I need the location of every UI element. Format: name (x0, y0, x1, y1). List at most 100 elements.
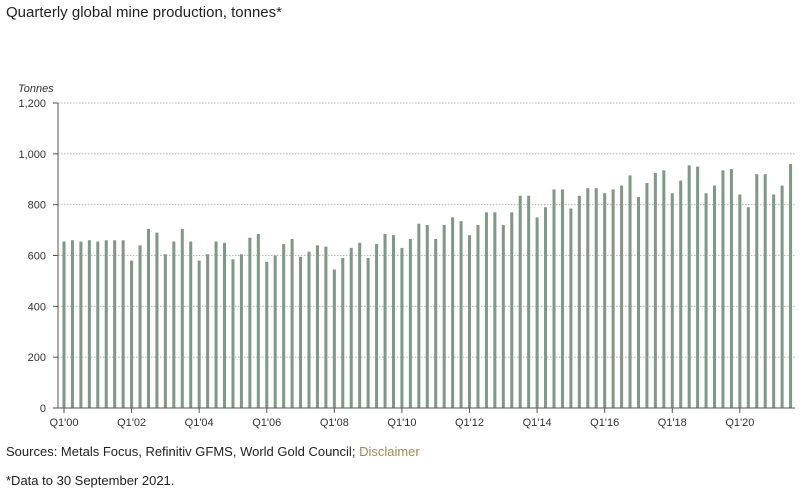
bar (408, 238, 412, 408)
x-tick-label: Q1'06 (252, 417, 281, 429)
bar (729, 169, 733, 408)
disclaimer-link[interactable]: Disclaimer (359, 444, 420, 459)
x-tick-label: Q1'12 (455, 417, 484, 429)
x-tick-label: Q1'00 (49, 417, 78, 429)
bar (628, 175, 632, 408)
bar (214, 241, 218, 408)
sources-line: Sources: Metals Focus, Refinitiv GFMS, W… (6, 444, 420, 459)
bar (104, 240, 108, 408)
bar (391, 235, 396, 408)
bar (248, 237, 252, 408)
x-tick-label: Q1'02 (117, 417, 146, 429)
bar (96, 241, 100, 408)
chart-title: Quarterly global mine production, tonnes… (6, 4, 282, 21)
bar (476, 225, 480, 408)
y-tick-label: 200 (28, 352, 46, 364)
bar (189, 241, 193, 408)
bar (400, 247, 404, 408)
bar (687, 165, 691, 408)
bar (712, 185, 717, 408)
bar (493, 212, 497, 408)
bar (383, 233, 387, 408)
bar (290, 238, 294, 408)
bar (206, 254, 210, 408)
bar (789, 164, 793, 408)
bar (544, 207, 548, 408)
bar (569, 208, 573, 408)
bar (146, 228, 151, 408)
bar (501, 225, 505, 408)
y-tick-label: 800 (28, 200, 46, 212)
bar (163, 254, 167, 408)
bar (282, 244, 286, 408)
bar (527, 195, 531, 408)
bar (696, 166, 700, 408)
bar (594, 188, 598, 408)
bar (459, 221, 463, 408)
bar (679, 180, 683, 408)
bar (704, 193, 708, 408)
y-tick-label: 400 (28, 301, 46, 313)
bar (636, 197, 641, 408)
x-tick-label: Q1'16 (590, 417, 619, 429)
bar (273, 255, 277, 408)
bar (155, 232, 159, 408)
y-tick-label: 600 (28, 251, 46, 263)
bar (299, 256, 303, 408)
bar (510, 212, 514, 408)
bar (417, 223, 421, 408)
bar (560, 189, 564, 408)
bar (62, 241, 66, 408)
bar (358, 242, 362, 408)
bar (349, 247, 353, 408)
bar (70, 240, 74, 408)
y-tick-label: 1,000 (18, 149, 46, 161)
bar (518, 195, 522, 408)
bar (138, 245, 142, 408)
x-tick-label: Q1'18 (658, 417, 687, 429)
bar (130, 260, 134, 408)
bar (315, 245, 319, 408)
bar (603, 193, 607, 408)
bar (332, 269, 336, 408)
bar (670, 193, 674, 408)
bar (780, 185, 784, 408)
bar (552, 189, 556, 408)
x-tick-label: Q1'08 (320, 417, 349, 429)
bar (586, 188, 590, 408)
bar (535, 217, 539, 408)
x-tick-label: Q1'10 (387, 417, 416, 429)
bar (577, 195, 581, 408)
bar (375, 244, 379, 408)
y-axis-label: Tonnes (18, 83, 54, 95)
bar (87, 240, 91, 408)
x-tick-label: Q1'20 (725, 417, 754, 429)
bar (662, 170, 666, 408)
bar (180, 228, 184, 408)
bar (324, 246, 328, 408)
bar (366, 258, 370, 408)
bar (653, 172, 657, 408)
bar (738, 194, 742, 408)
x-axis: Q1'00 Q1'02 Q1'04 Q1'06 Q1'08 Q1'10 Q1'12 Q1'14… (49, 407, 795, 429)
bar (434, 238, 438, 408)
bar (645, 183, 649, 408)
bar (121, 240, 125, 408)
footnote: *Data to 30 September 2021. (6, 473, 175, 488)
bar (467, 235, 472, 408)
y-tick-label: 0 (40, 403, 46, 415)
bar (620, 185, 624, 408)
bar (611, 189, 615, 408)
sources-text: Sources: Metals Focus, Refinitiv GFMS, W… (6, 444, 356, 459)
bar (79, 241, 83, 408)
bar (341, 258, 345, 408)
bar (265, 261, 269, 408)
bar (763, 174, 767, 408)
bar (239, 254, 243, 408)
bar (746, 207, 750, 408)
bar-series (62, 164, 793, 408)
bar (442, 225, 446, 408)
bar (425, 225, 429, 408)
bar (772, 194, 776, 408)
